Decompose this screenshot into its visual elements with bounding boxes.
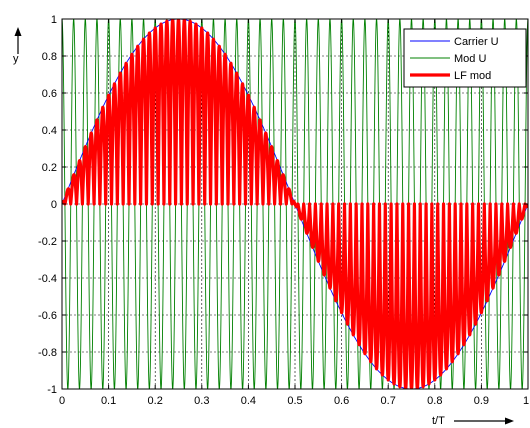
legend-label-lf-mod: LF mod (454, 70, 491, 82)
y-tick-label: -0.4 (38, 273, 57, 285)
y-tick-label: 0.4 (42, 125, 57, 137)
x-tick-label: 1 (523, 395, 529, 407)
x-tick-label: 0.8 (427, 395, 442, 407)
x-tick-label: 0.2 (148, 395, 163, 407)
x-tick-label: 0.1 (101, 395, 116, 407)
y-tick-label: -0.6 (38, 310, 57, 322)
legend: Carrier U Mod U LF mod (404, 29, 526, 87)
y-tick-label: 0.6 (42, 88, 57, 100)
x-tick-label: 0.9 (474, 395, 489, 407)
y-axis-label: y (13, 53, 19, 65)
x-tick-label: 0.4 (241, 395, 256, 407)
x-tick-label: 0.7 (381, 395, 396, 407)
legend-label-carrier-u: Carrier U (454, 36, 499, 48)
x-axis-arrow-head (505, 418, 514, 425)
x-tick-label: 0.3 (194, 395, 209, 407)
y-tick-label: 0.2 (42, 162, 57, 174)
legend-label-mod-u: Mod U (454, 53, 486, 65)
y-tick-label: -1 (47, 384, 57, 396)
y-tick-label: 0 (51, 199, 57, 211)
y-tick-label: -0.8 (38, 347, 57, 359)
y-axis-arrow-head (15, 27, 22, 36)
x-tick-label: 0.5 (287, 395, 302, 407)
x-tick-label: 0.6 (334, 395, 349, 407)
x-axis-label: t/T (432, 415, 445, 427)
y-tick-label: 1 (51, 14, 57, 26)
x-tick-label: 0 (59, 395, 65, 407)
y-tick-label: 0.8 (42, 51, 57, 63)
y-tick-label: -0.2 (38, 236, 57, 248)
